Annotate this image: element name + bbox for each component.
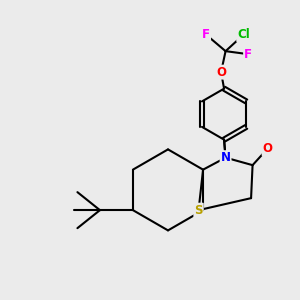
Text: S: S — [194, 204, 203, 217]
Text: F: F — [244, 48, 252, 61]
Text: Cl: Cl — [237, 28, 250, 41]
Text: N: N — [220, 151, 231, 164]
Text: F: F — [202, 28, 210, 41]
Text: O: O — [262, 142, 273, 155]
Text: O: O — [216, 66, 226, 79]
